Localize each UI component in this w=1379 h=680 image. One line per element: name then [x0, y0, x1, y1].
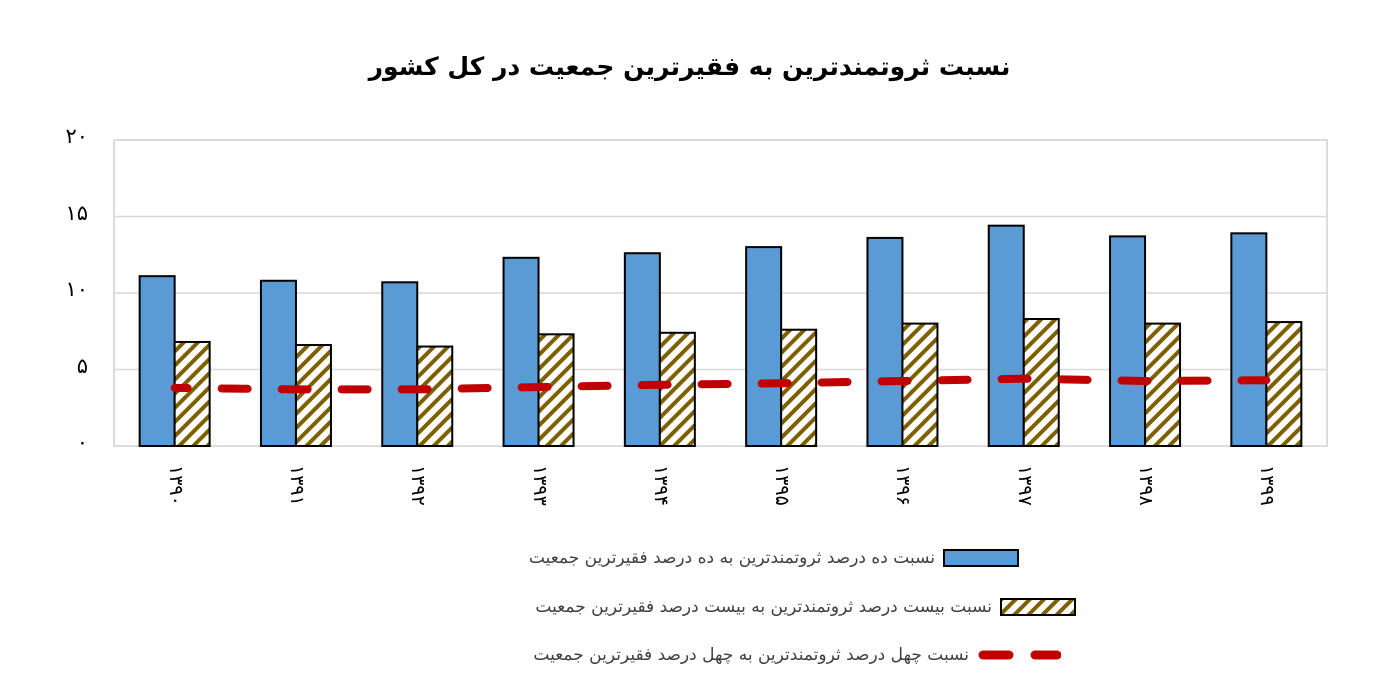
bar-top20 [780, 328, 818, 447]
bar-top20 [1144, 322, 1182, 448]
bar-top10 [987, 224, 1025, 447]
line-top40 [170, 374, 1271, 394]
bar-top10 [623, 252, 661, 447]
x-tick-label: ۱۳۹۷ [1013, 465, 1036, 506]
x-tick-label: ۱۳۹۰ [164, 465, 187, 506]
y-tick-label: ۰ [76, 430, 88, 454]
legend-dashed-line-swatch [978, 650, 1061, 660]
bar-top20 [416, 345, 454, 447]
bar-top20 [658, 331, 696, 447]
x-tick-label: ۱۳۹۸ [1135, 465, 1158, 506]
legend-label: نسبت بیست درصد ثروتمندترین به بیست درصد … [535, 597, 992, 617]
bar-top10 [502, 256, 540, 447]
y-tick-label: ۱۵ [65, 200, 88, 225]
bar-top20 [294, 344, 332, 447]
bar-top10 [259, 279, 297, 448]
legend-solid-bar-swatch [943, 549, 1019, 567]
bar-top20 [173, 340, 211, 447]
x-tick-label: ۱۳۹۱ [285, 465, 308, 506]
legend-label: نسبت چهل درصد ثروتمندترین به چهل درصد فق… [533, 645, 969, 665]
x-tick-label: ۱۳۹۵ [771, 465, 794, 506]
y-tick-label: ۱۰ [65, 277, 88, 301]
legend-item-top40: نسبت چهل درصد ثروتمندترین به چهل درصد فق… [533, 645, 1061, 665]
legend-item-top10: نسبت ده درصد ثروتمندترین به ده درصد فقیر… [529, 548, 1019, 568]
bar-top20 [1265, 321, 1303, 448]
bar-top20 [901, 322, 939, 448]
bar-top10 [1230, 232, 1268, 447]
bar-top10 [138, 275, 176, 448]
x-tick-label: ۱۳۹۹ [1256, 465, 1279, 506]
x-tick-label: ۱۳۹۳ [528, 465, 551, 506]
bar-top10 [1109, 235, 1147, 447]
legend-hatched-bar-swatch [1000, 598, 1076, 616]
y-tick-label: ۲۰ [65, 124, 88, 148]
bar-top20 [1022, 318, 1060, 448]
dashed-line-series [170, 374, 1271, 394]
x-tick-label: ۱۳۹۶ [892, 465, 915, 506]
bar-top10 [745, 246, 783, 447]
bar-top10 [381, 281, 419, 448]
x-tick-label: ۱۳۹۲ [407, 465, 430, 506]
legend-label: نسبت ده درصد ثروتمندترین به ده درصد فقیر… [528, 548, 935, 568]
y-tick-label: ۵ [76, 353, 88, 378]
legend-item-top20: نسبت بیست درصد ثروتمندترین به بیست درصد … [535, 597, 1076, 617]
bar-top10 [866, 236, 904, 447]
bars [138, 224, 1303, 448]
chart-title: نسبت ثروتمندترین به فقیرترین جمعیت در کل… [368, 52, 1011, 81]
x-tick-label: ۱۳۹۴ [649, 465, 672, 506]
